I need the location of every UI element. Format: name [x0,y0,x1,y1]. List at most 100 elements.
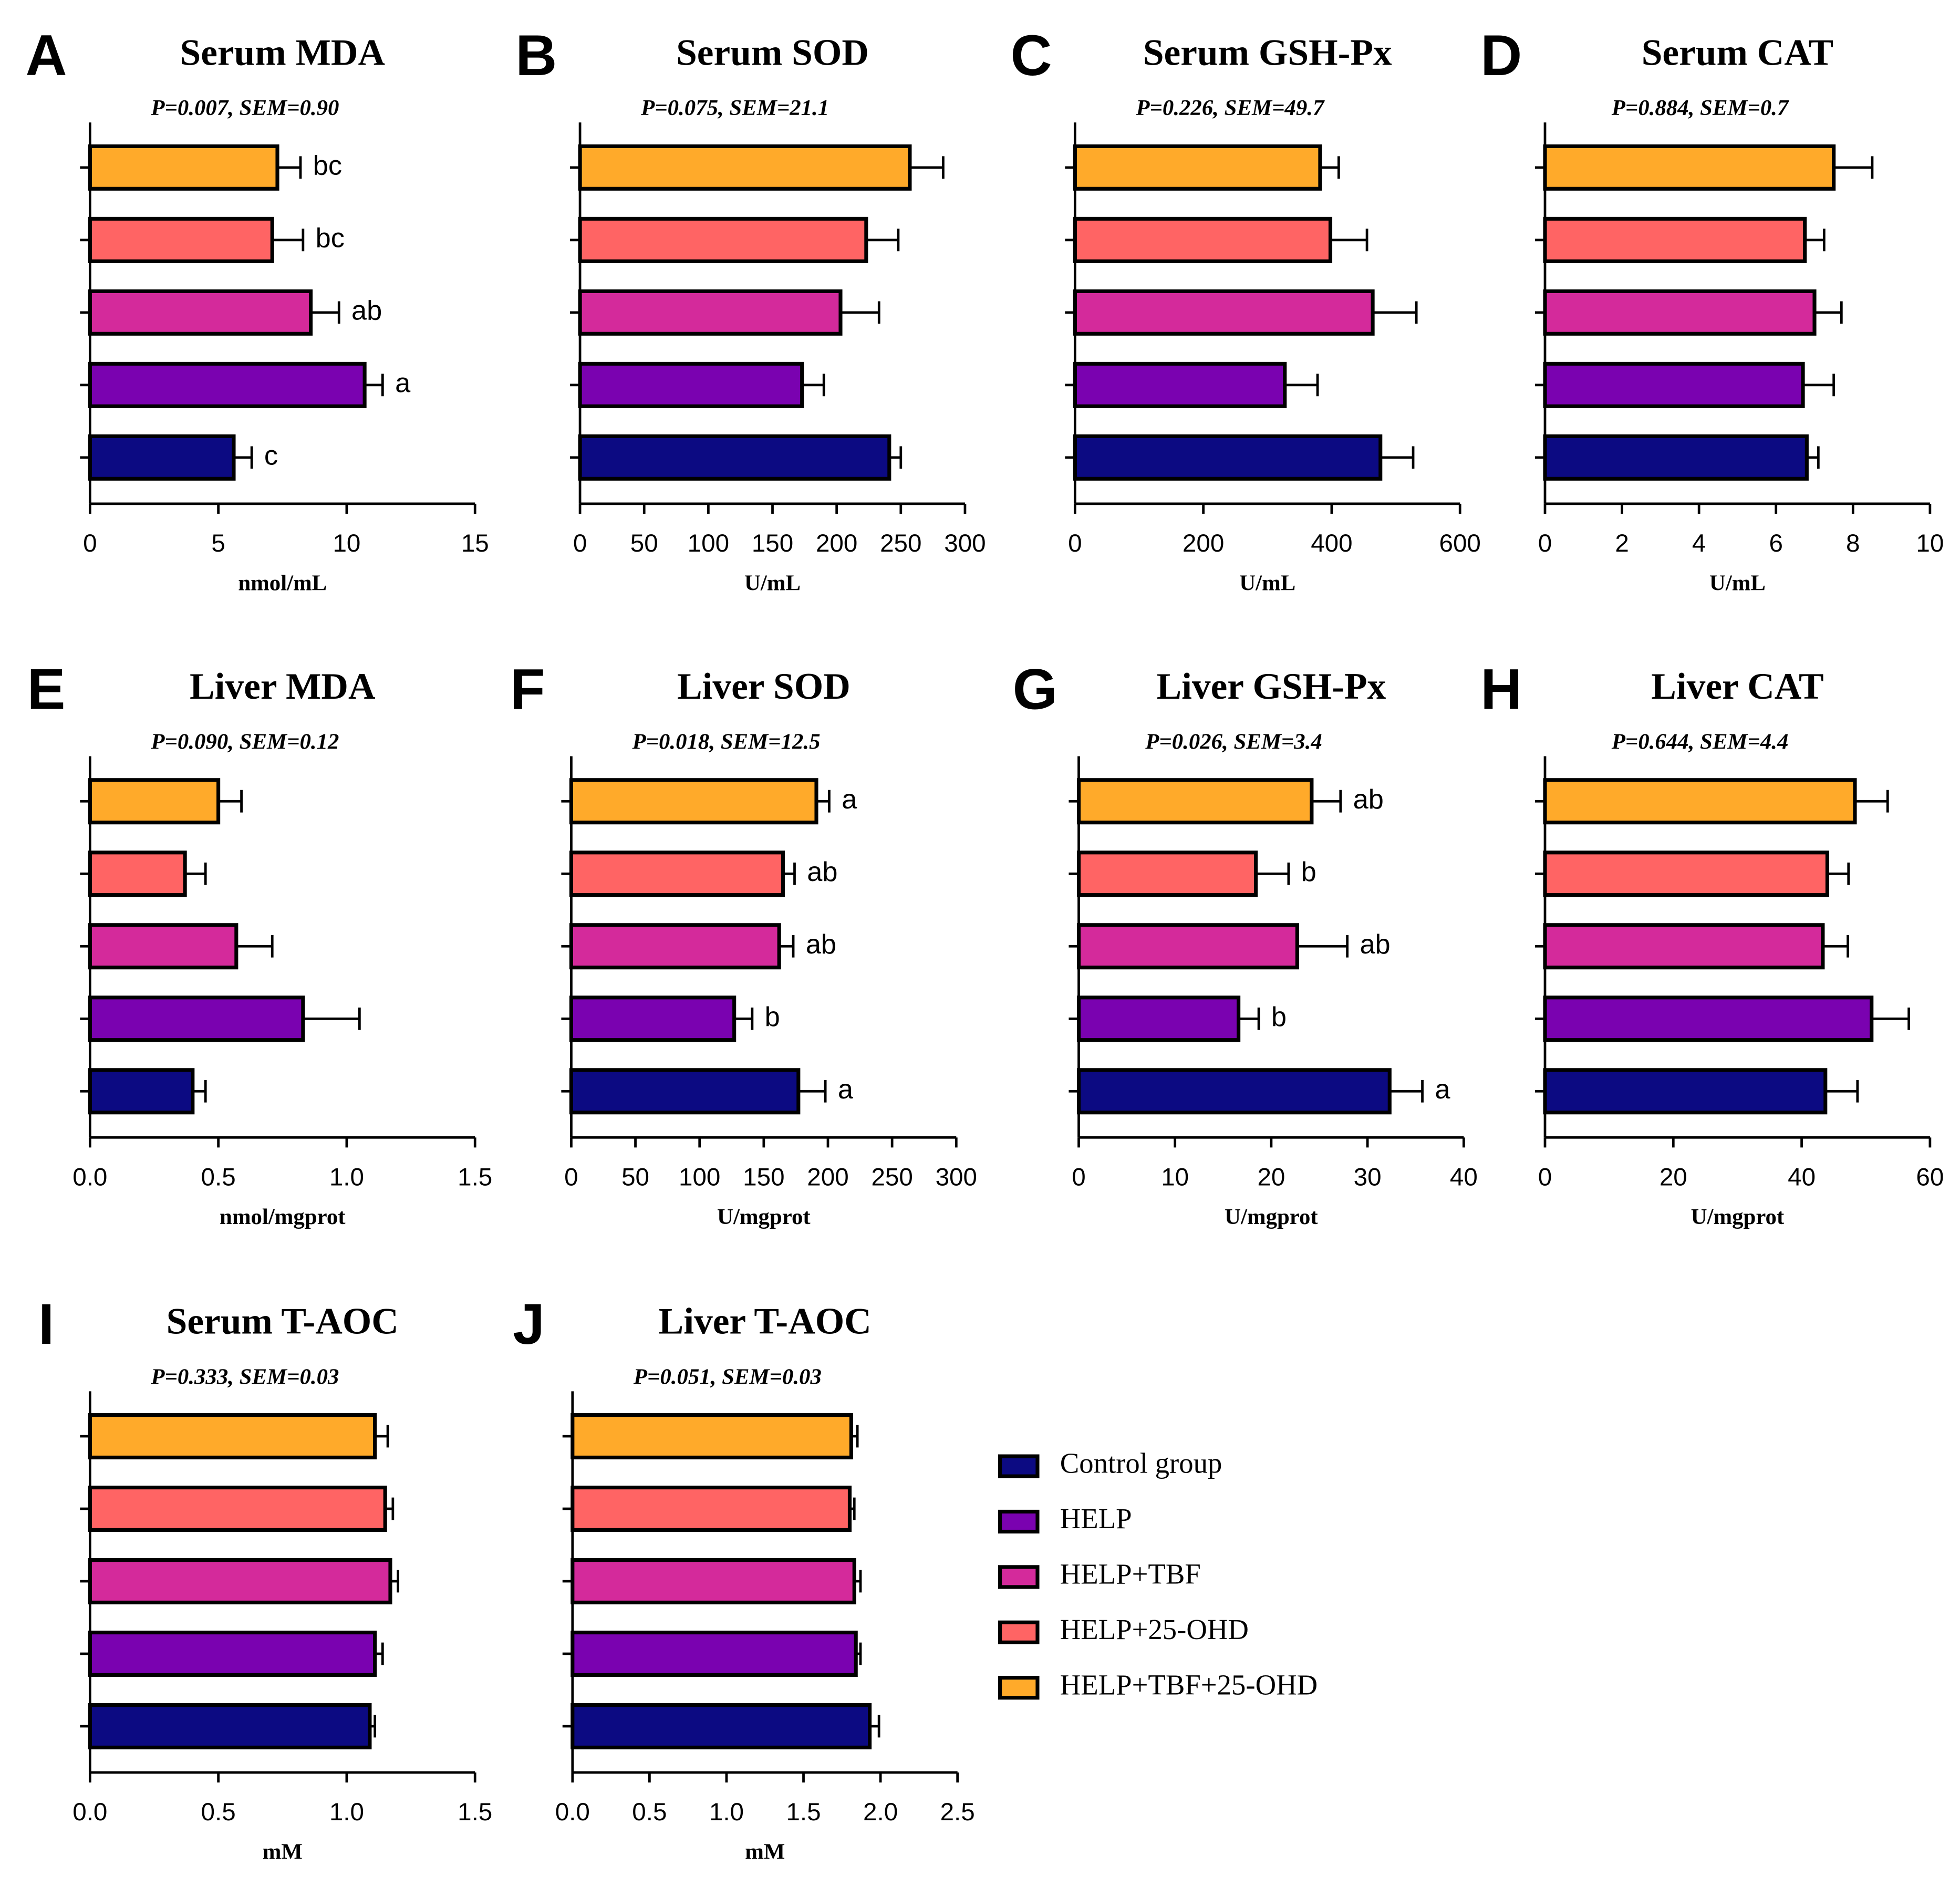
bar [88,216,274,263]
x-tick-label: 600 [1439,530,1481,557]
chart-title: Serum MDA [180,32,386,73]
bar [88,1703,372,1750]
bar [571,1703,872,1750]
chart-subtitle: P=0.018, SEM=12.5 [631,730,820,754]
bar [569,923,781,970]
chart-title: Serum GSH-Px [1143,32,1392,73]
x-tick-label: 200 [816,530,857,557]
chart-subtitle: P=0.644, SEM=4.4 [1611,730,1789,754]
x-tick-label: 20 [1660,1163,1687,1191]
x-tick-label: 0 [1068,530,1082,557]
x-tick-label: 10 [1916,530,1944,557]
panel-letter: G [1013,657,1057,721]
bar [571,1413,853,1459]
significance-letter: ab [806,929,836,960]
bar [88,778,221,825]
bar [569,996,737,1042]
panel-letter: D [1480,24,1522,88]
bar [578,434,891,481]
x-tick-label: 4 [1692,530,1706,557]
x-tick-label: 40 [1788,1163,1816,1191]
x-axis-label: U/mgprot [717,1205,811,1229]
significance-letter: b [765,1002,780,1032]
panel-letter: F [510,657,545,721]
x-axis-label: mM [745,1840,785,1864]
bar [1076,923,1299,970]
x-tick-label: 150 [752,530,793,557]
legend-swatch [998,1565,1040,1589]
x-tick-label: 0.5 [632,1798,667,1826]
significance-letter: a [1435,1074,1450,1105]
x-tick-label: 250 [871,1163,912,1191]
x-tick-label: 0.0 [72,1163,107,1191]
significance-letter: b [1301,857,1316,887]
x-tick-label: 0.0 [555,1798,590,1826]
bar [88,1485,387,1532]
bar [1073,361,1287,408]
x-tick-label: 100 [688,530,729,557]
x-tick-label: 0 [564,1163,578,1191]
panel-letter: A [26,24,67,88]
panel-letter: J [513,1292,545,1356]
x-axis-label: nmol/mgprot [220,1205,346,1229]
x-tick-label: 2.5 [940,1798,975,1826]
significance-letter: ab [1360,929,1390,960]
chart-subtitle: P=0.333, SEM=0.03 [150,1364,339,1389]
bar [569,851,785,897]
x-axis-label: mM [263,1840,303,1864]
x-tick-label: 0 [1538,1163,1552,1191]
chart-title: Liver T-AOC [659,1301,872,1342]
x-tick-label: 200 [1183,530,1224,557]
x-tick-label: 10 [1161,1163,1189,1191]
x-tick-label: 6 [1769,530,1782,557]
panel-letter: I [38,1292,54,1356]
x-tick-label: 1.0 [329,1163,364,1191]
x-tick-label: 30 [1354,1163,1382,1191]
chart-subtitle: P=0.226, SEM=49.7 [1135,96,1325,120]
bar [578,144,912,191]
x-tick-label: 10 [333,530,360,557]
significance-letter: a [842,784,857,815]
bar [578,361,804,408]
x-tick-label: 0.5 [201,1163,236,1191]
chart-title: Serum T-AOC [167,1301,399,1342]
significance-letter: a [395,368,411,399]
x-tick-label: 0.0 [72,1798,107,1826]
x-tick-label: 1.5 [786,1798,821,1826]
chart-subtitle: P=0.884, SEM=0.7 [1611,96,1789,120]
x-tick-label: 20 [1257,1163,1285,1191]
x-tick-label: 50 [630,530,658,557]
x-tick-label: 8 [1846,530,1860,557]
bar [88,434,236,481]
significance-letter: ab [807,857,837,887]
legend-swatch [998,1676,1040,1700]
chart-title: Serum SOD [676,32,869,73]
x-tick-label: 0 [1072,1163,1085,1191]
bar [1543,434,1809,481]
x-tick-label: 1.5 [458,1798,492,1826]
significance-letter: c [264,441,278,471]
legend-label: HELP [1060,1502,1132,1535]
bar [88,144,279,191]
panel-letter: H [1480,657,1522,721]
x-tick-label: 50 [621,1163,649,1191]
bar [1076,851,1258,897]
bar [88,1068,195,1115]
x-tick-label: 1.0 [709,1798,744,1826]
panel-letter: B [515,24,557,88]
bar [1543,361,1805,408]
x-axis-label: U/mgprot [1691,1205,1785,1229]
bar [569,778,818,825]
legend-swatch [998,1454,1040,1478]
x-tick-label: 0 [1538,530,1552,557]
x-tick-label: 300 [944,530,986,557]
legend-label: HELP+25-OHD [1060,1613,1249,1645]
chart-title: Liver CAT [1651,666,1823,707]
x-tick-label: 40 [1450,1163,1478,1191]
bar [1543,1068,1828,1115]
bar [88,361,367,408]
x-tick-label: 100 [679,1163,720,1191]
chart-subtitle: P=0.026, SEM=3.4 [1145,730,1322,754]
bar [88,1558,392,1605]
